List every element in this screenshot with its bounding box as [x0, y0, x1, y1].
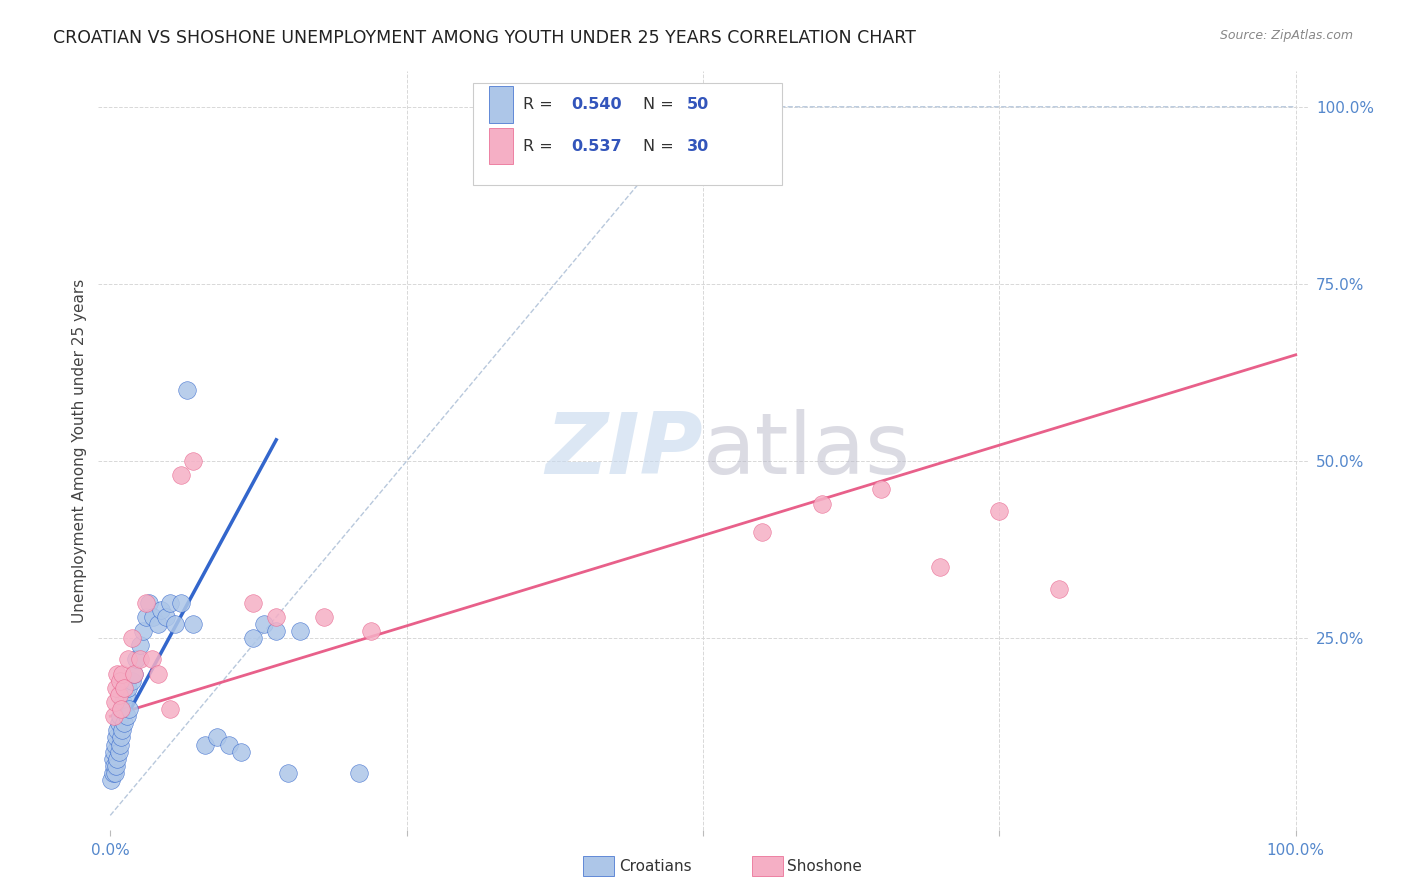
Point — [103, 709, 125, 723]
Point — [101, 765, 124, 780]
Point — [110, 731, 132, 745]
Point — [108, 738, 131, 752]
FancyBboxPatch shape — [489, 128, 513, 164]
Point — [105, 681, 128, 695]
Point — [114, 688, 136, 702]
Point — [105, 723, 128, 738]
Point — [142, 610, 165, 624]
Text: 30: 30 — [688, 138, 710, 153]
Point — [100, 772, 122, 787]
Point — [751, 524, 773, 539]
Point — [181, 454, 204, 468]
Point — [104, 738, 127, 752]
Point — [170, 596, 193, 610]
Point — [146, 617, 169, 632]
Text: ZIP: ZIP — [546, 409, 703, 492]
Point — [111, 702, 134, 716]
FancyBboxPatch shape — [474, 83, 782, 186]
Point — [138, 596, 160, 610]
Y-axis label: Unemployment Among Youth under 25 years: Unemployment Among Youth under 25 years — [72, 278, 87, 623]
Point — [150, 603, 173, 617]
Point — [135, 610, 157, 624]
Point — [312, 610, 335, 624]
Point — [103, 759, 125, 773]
Point — [165, 617, 187, 632]
FancyBboxPatch shape — [489, 87, 513, 122]
Text: Shoshone: Shoshone — [787, 859, 862, 873]
Point — [159, 702, 181, 716]
Point — [114, 681, 136, 695]
Point — [114, 716, 136, 731]
Text: N =: N = — [643, 138, 679, 153]
Point — [122, 666, 145, 681]
Point — [135, 596, 157, 610]
Point — [159, 596, 181, 610]
Point — [176, 383, 198, 397]
Point — [253, 617, 276, 632]
Point — [810, 497, 832, 511]
Point — [205, 731, 228, 745]
Point — [129, 638, 152, 652]
Point — [1047, 582, 1070, 596]
Point — [111, 666, 134, 681]
Text: CROATIAN VS SHOSHONE UNEMPLOYMENT AMONG YOUTH UNDER 25 YEARS CORRELATION CHART: CROATIAN VS SHOSHONE UNEMPLOYMENT AMONG … — [53, 29, 917, 46]
Point — [194, 738, 217, 752]
Point — [105, 731, 128, 745]
Point — [103, 745, 125, 759]
Point — [288, 624, 311, 639]
Point — [107, 688, 129, 702]
Point — [105, 666, 128, 681]
Text: atlas: atlas — [703, 409, 911, 492]
Point — [229, 745, 252, 759]
Point — [360, 624, 382, 639]
Point — [277, 765, 299, 780]
Point — [170, 468, 193, 483]
Point — [110, 702, 132, 716]
Point — [121, 632, 143, 646]
Point — [108, 709, 131, 723]
Text: N =: N = — [643, 97, 679, 112]
Point — [347, 765, 370, 780]
Point — [117, 652, 139, 666]
Point — [125, 652, 148, 666]
Point — [155, 610, 177, 624]
Point — [105, 759, 128, 773]
Point — [117, 681, 139, 695]
Point — [107, 716, 129, 731]
Point — [115, 709, 138, 723]
Point — [218, 738, 240, 752]
Point — [104, 765, 127, 780]
Point — [242, 596, 264, 610]
Point — [242, 632, 264, 646]
Point — [181, 617, 204, 632]
Point — [111, 723, 134, 738]
Point — [146, 666, 169, 681]
Text: 0.540: 0.540 — [571, 97, 621, 112]
Point — [104, 695, 127, 709]
Point — [105, 752, 128, 766]
Point — [101, 752, 124, 766]
Point — [129, 652, 152, 666]
Point — [264, 624, 287, 639]
Point — [122, 666, 145, 681]
Text: Source: ZipAtlas.com: Source: ZipAtlas.com — [1219, 29, 1353, 42]
Point — [107, 745, 129, 759]
Point — [988, 504, 1011, 518]
Point — [141, 652, 163, 666]
Point — [869, 483, 891, 497]
Text: Croatians: Croatians — [619, 859, 692, 873]
Point — [264, 610, 287, 624]
Point — [112, 695, 135, 709]
Point — [929, 560, 952, 574]
Point — [550, 114, 572, 128]
Point — [118, 702, 141, 716]
Point — [121, 673, 143, 688]
Point — [132, 624, 155, 639]
Text: 50: 50 — [688, 97, 710, 112]
Text: R =: R = — [523, 138, 558, 153]
Point — [108, 673, 131, 688]
Text: R =: R = — [523, 97, 558, 112]
Text: 0.537: 0.537 — [571, 138, 621, 153]
